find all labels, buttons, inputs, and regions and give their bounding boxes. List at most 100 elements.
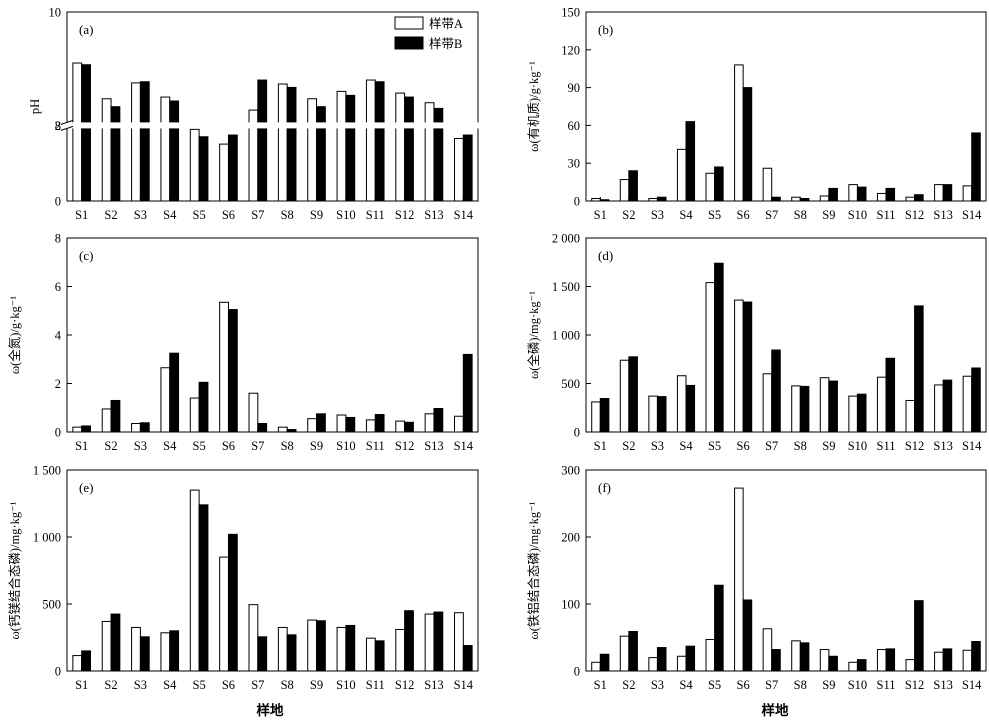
y-tick-label: 2 000 — [552, 232, 580, 246]
y-axis-label: ω(全磷)/mg·kg⁻¹ — [526, 291, 541, 379]
bar-b-s2 — [110, 106, 121, 202]
x-tick-label: S1 — [594, 208, 607, 222]
y-axis-label: ω(有机质)/g·kg⁻¹ — [527, 61, 541, 152]
bar-b-s13 — [942, 184, 953, 202]
axis-break-mark — [60, 125, 74, 131]
bar-a-s4 — [676, 655, 687, 672]
bar-a-s7 — [248, 604, 259, 672]
y-tick-label: 60 — [568, 119, 581, 133]
bar-a-s8 — [791, 385, 801, 433]
y-axis-label: pH — [28, 99, 42, 114]
y-tick-label: 2 — [55, 119, 61, 133]
x-tick-label: S9 — [822, 678, 835, 692]
x-tick-label: S14 — [454, 439, 474, 453]
y-axis-label: ω(全氮)/g·kg⁻¹ — [7, 296, 22, 375]
bar-a-s12 — [395, 420, 406, 433]
x-tick-label: S11 — [877, 439, 896, 453]
bar-b-s5 — [714, 262, 724, 433]
bar-a-s1 — [72, 62, 83, 202]
bar-a-s4 — [160, 367, 171, 433]
x-tick-label: S9 — [310, 439, 323, 453]
bar-a-s3 — [131, 626, 141, 672]
legend-label-a: 样带A — [429, 16, 463, 31]
x-tick-label: S8 — [794, 208, 807, 222]
bar-b-s13 — [942, 379, 953, 433]
x-tick-label: S1 — [594, 678, 607, 692]
bar-a-s2 — [101, 408, 112, 433]
y-tick-label: 0 — [574, 426, 580, 440]
x-tick-label: S10 — [848, 208, 867, 222]
bar-a-s10 — [336, 626, 347, 672]
y-tick-label: 100 — [561, 598, 580, 612]
panel-label: (d) — [598, 248, 613, 263]
bar-a-s4 — [160, 632, 171, 672]
x-tick-label: S8 — [281, 678, 294, 692]
bar-a-s14 — [962, 649, 973, 672]
bar-a-s10 — [336, 90, 347, 202]
x-tick-label: S6 — [222, 208, 235, 222]
bar-b-s8 — [799, 385, 810, 433]
bar-a-s4 — [160, 96, 171, 202]
y-tick-label: 500 — [561, 377, 580, 391]
bar-b-s8 — [799, 642, 810, 672]
bar-a-s7 — [762, 373, 773, 433]
bar-b-s10 — [856, 659, 867, 672]
y-tick-label: 8 — [55, 119, 61, 133]
x-tick-label: S4 — [163, 439, 177, 453]
x-tick-label: S5 — [708, 439, 721, 453]
bar-a-s12 — [905, 196, 916, 202]
bar-a-s11 — [876, 192, 887, 202]
legend-label-b: 样带B — [429, 36, 462, 51]
bar-b-s5 — [714, 166, 724, 202]
x-tick-label: S11 — [366, 678, 385, 692]
bar-b-s7 — [771, 349, 781, 433]
y-tick-label: 0 — [55, 665, 61, 679]
plot-frame — [585, 11, 987, 202]
bar-b-s4 — [169, 100, 180, 202]
y-tick-label: 6 — [55, 280, 61, 294]
x-tick-label: S6 — [737, 678, 750, 692]
x-tick-label: S13 — [424, 439, 443, 453]
bar-b-s13 — [433, 107, 444, 202]
bar-b-s9 — [828, 380, 838, 433]
x-tick-label: S14 — [454, 678, 474, 692]
y-tick-label: 0 — [55, 426, 61, 440]
x-tick-label: S3 — [134, 439, 147, 453]
bar-b-s5 — [198, 504, 209, 672]
bar-b-s11 — [885, 187, 896, 202]
y-tick-label: 30 — [568, 157, 581, 171]
plot-frame — [66, 11, 479, 202]
bar-a-s13 — [424, 613, 435, 672]
x-tick-label: S13 — [933, 678, 952, 692]
y-tick-label: 4 — [55, 329, 62, 343]
bar-a-s8 — [791, 640, 801, 672]
bar-a-s9 — [307, 418, 318, 433]
plot-frame — [585, 469, 987, 672]
bar-b-s5 — [198, 381, 209, 433]
bar-b-s6 — [227, 533, 238, 672]
x-tick-label: S2 — [622, 439, 635, 453]
y-tick-label: 90 — [568, 81, 581, 95]
bar-b-s13 — [942, 648, 953, 672]
bar-b-s3 — [656, 647, 667, 672]
axis-break-mark — [60, 119, 74, 125]
x-tick-label: S6 — [222, 439, 235, 453]
x-tick-label: S12 — [395, 678, 414, 692]
bar-b-s5 — [198, 136, 209, 202]
y-tick-label: 1 500 — [552, 280, 580, 294]
y-tick-label: 8 — [55, 232, 61, 246]
x-tick-label: S12 — [395, 208, 414, 222]
bar-b-s7 — [771, 196, 781, 202]
bar-a-s7 — [248, 392, 259, 433]
bar-b-s1 — [81, 425, 91, 433]
x-tick-label: S4 — [163, 208, 177, 222]
bar-a-s8 — [277, 83, 288, 202]
x-tick-label: S3 — [651, 208, 664, 222]
x-tick-label: S12 — [905, 208, 924, 222]
x-tick-label: S3 — [134, 208, 147, 222]
bar-a-s12 — [395, 92, 406, 202]
bar-b-s4 — [169, 352, 180, 433]
x-tick-label: S12 — [395, 439, 414, 453]
y-tick-label: 2 — [55, 377, 61, 391]
bar-b-s9 — [316, 413, 326, 433]
